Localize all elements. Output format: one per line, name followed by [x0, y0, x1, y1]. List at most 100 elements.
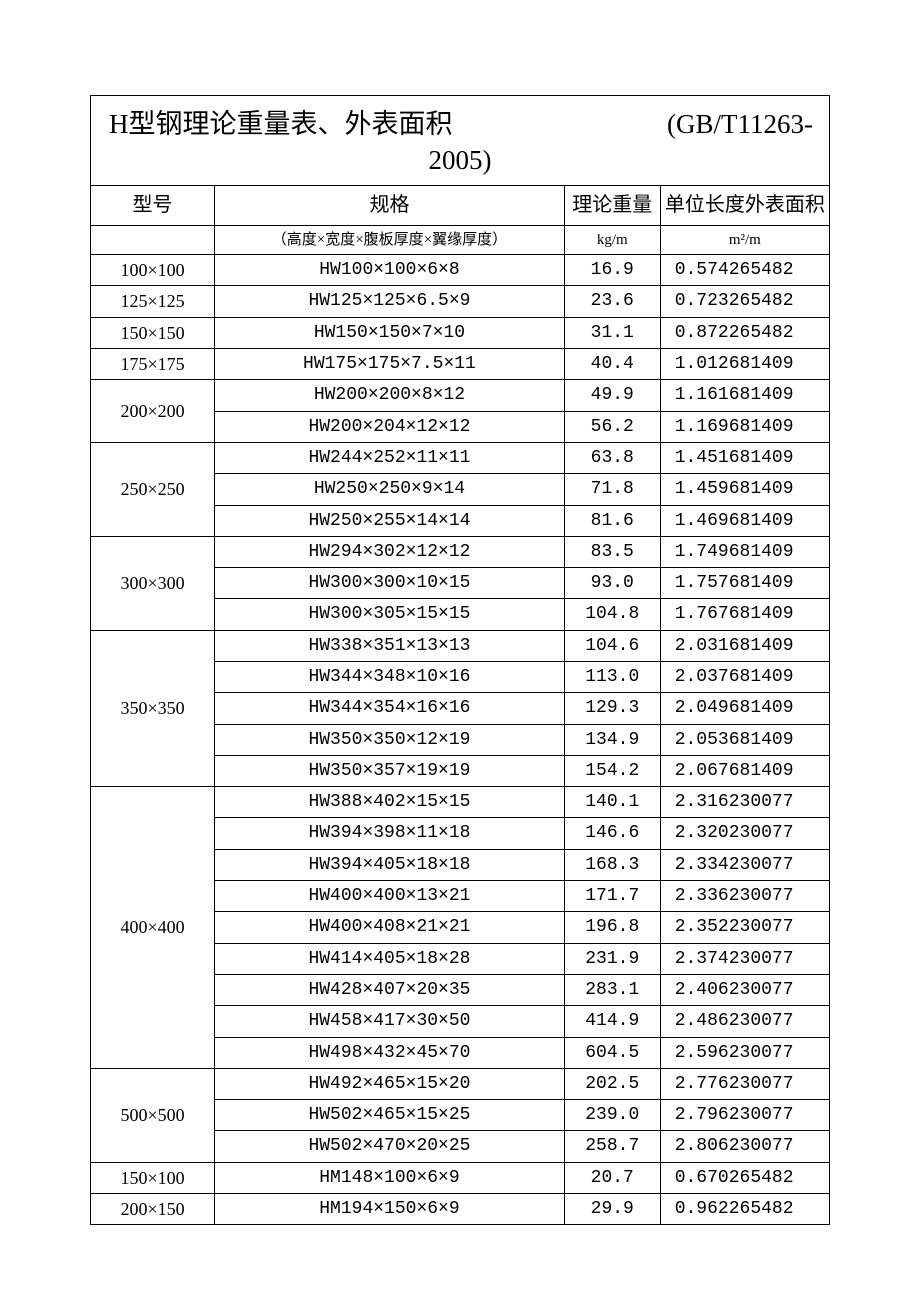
cell-spec: HW300×305×15×15: [215, 599, 565, 630]
cell-area: 1.749681409: [660, 536, 829, 567]
cell-area: 1.012681409: [660, 349, 829, 380]
cell-area: 2.049681409: [660, 693, 829, 724]
table-row: 250×250HW244×252×11×1163.81.451681409: [91, 442, 830, 473]
header-spec: 规格: [215, 185, 565, 225]
cell-weight: 258.7: [564, 1131, 660, 1162]
cell-spec: HW350×350×12×19: [215, 724, 565, 755]
table-row: 150×100HM148×100×6×920.70.670265482: [91, 1162, 830, 1193]
table-row: 200×200HW200×200×8×1249.91.161681409: [91, 380, 830, 411]
subheader-weight: kg/m: [564, 225, 660, 254]
table-row: 150×150HW150×150×7×1031.10.872265482: [91, 317, 830, 348]
table-row: 125×125HW125×125×6.5×923.60.723265482: [91, 286, 830, 317]
cell-weight: 63.8: [564, 442, 660, 473]
table-standard: (GB/T11263-: [667, 106, 819, 142]
cell-spec: HW400×400×13×21: [215, 881, 565, 912]
cell-area: 2.316230077: [660, 787, 829, 818]
subheader-row: （高度×宽度×腹板厚度×翼缘厚度） kg/m m²/m: [91, 225, 830, 254]
cell-spec: HM194×150×6×9: [215, 1194, 565, 1225]
cell-area: 1.469681409: [660, 505, 829, 536]
cell-weight: 29.9: [564, 1194, 660, 1225]
cell-weight: 283.1: [564, 974, 660, 1005]
subheader-spec: （高度×宽度×腹板厚度×翼缘厚度）: [215, 225, 565, 254]
cell-spec: HW428×407×20×35: [215, 974, 565, 1005]
cell-weight: 134.9: [564, 724, 660, 755]
cell-spec: HW150×150×7×10: [215, 317, 565, 348]
cell-spec: HW244×252×11×11: [215, 442, 565, 473]
cell-model: 200×150: [91, 1194, 215, 1225]
cell-weight: 93.0: [564, 568, 660, 599]
cell-area: 0.723265482: [660, 286, 829, 317]
cell-model: 150×150: [91, 317, 215, 348]
cell-model: 500×500: [91, 1068, 215, 1162]
cell-weight: 196.8: [564, 912, 660, 943]
cell-area: 2.031681409: [660, 630, 829, 661]
cell-spec: HW394×398×11×18: [215, 818, 565, 849]
table-row: 175×175HW175×175×7.5×1140.41.012681409: [91, 349, 830, 380]
cell-model: 250×250: [91, 442, 215, 536]
cell-spec: HW175×175×7.5×11: [215, 349, 565, 380]
cell-weight: 71.8: [564, 474, 660, 505]
cell-weight: 231.9: [564, 943, 660, 974]
cell-area: 1.757681409: [660, 568, 829, 599]
header-row: 型号 规格 理论重量 单位长度外表面积: [91, 185, 830, 225]
cell-weight: 31.1: [564, 317, 660, 348]
cell-area: 2.334230077: [660, 849, 829, 880]
cell-spec: HW400×408×21×21: [215, 912, 565, 943]
table-row: 100×100HW100×100×6×816.90.574265482: [91, 255, 830, 286]
cell-weight: 604.5: [564, 1037, 660, 1068]
table-row: 200×150HM194×150×6×929.90.962265482: [91, 1194, 830, 1225]
cell-area: 2.374230077: [660, 943, 829, 974]
header-weight: 理论重量: [564, 185, 660, 225]
cell-spec: HW100×100×6×8: [215, 255, 565, 286]
cell-spec: HW250×250×9×14: [215, 474, 565, 505]
cell-weight: 56.2: [564, 411, 660, 442]
cell-area: 2.053681409: [660, 724, 829, 755]
cell-weight: 81.6: [564, 505, 660, 536]
cell-area: 2.352230077: [660, 912, 829, 943]
cell-area: 1.767681409: [660, 599, 829, 630]
cell-weight: 49.9: [564, 380, 660, 411]
cell-area: 2.486230077: [660, 1006, 829, 1037]
cell-area: 2.776230077: [660, 1068, 829, 1099]
cell-area: 0.962265482: [660, 1194, 829, 1225]
cell-area: 2.806230077: [660, 1131, 829, 1162]
cell-model: 150×100: [91, 1162, 215, 1193]
cell-area: 2.067681409: [660, 755, 829, 786]
table-title: H型钢理论重量表、外表面积: [101, 106, 453, 142]
cell-area: 2.406230077: [660, 974, 829, 1005]
table-row: 300×300HW294×302×12×1283.51.749681409: [91, 536, 830, 567]
cell-spec: HW498×432×45×70: [215, 1037, 565, 1068]
table-year: 2005): [101, 142, 819, 178]
cell-weight: 16.9: [564, 255, 660, 286]
cell-spec: HW414×405×18×28: [215, 943, 565, 974]
cell-weight: 20.7: [564, 1162, 660, 1193]
cell-model: 300×300: [91, 536, 215, 630]
cell-area: 1.451681409: [660, 442, 829, 473]
cell-model: 175×175: [91, 349, 215, 380]
cell-weight: 129.3: [564, 693, 660, 724]
cell-spec: HW200×200×8×12: [215, 380, 565, 411]
cell-model: 400×400: [91, 787, 215, 1069]
cell-weight: 104.8: [564, 599, 660, 630]
cell-weight: 83.5: [564, 536, 660, 567]
cell-weight: 23.6: [564, 286, 660, 317]
cell-model: 200×200: [91, 380, 215, 443]
cell-spec: HW338×351×13×13: [215, 630, 565, 661]
steel-weight-table: H型钢理论重量表、外表面积 (GB/T11263- 2005) 型号 规格 理论…: [90, 95, 830, 1225]
cell-area: 1.169681409: [660, 411, 829, 442]
header-model: 型号: [91, 185, 215, 225]
cell-model: 125×125: [91, 286, 215, 317]
cell-model: 350×350: [91, 630, 215, 786]
cell-area: 0.670265482: [660, 1162, 829, 1193]
cell-area: 1.459681409: [660, 474, 829, 505]
cell-weight: 140.1: [564, 787, 660, 818]
title-row: H型钢理论重量表、外表面积 (GB/T11263- 2005): [91, 96, 830, 186]
cell-weight: 146.6: [564, 818, 660, 849]
cell-area: 2.320230077: [660, 818, 829, 849]
cell-spec: HW200×204×12×12: [215, 411, 565, 442]
cell-weight: 40.4: [564, 349, 660, 380]
cell-area: 2.796230077: [660, 1100, 829, 1131]
subheader-area: m²/m: [660, 225, 829, 254]
table-row: 500×500HW492×465×15×20202.52.776230077: [91, 1068, 830, 1099]
table-row: 350×350HW338×351×13×13104.62.031681409: [91, 630, 830, 661]
